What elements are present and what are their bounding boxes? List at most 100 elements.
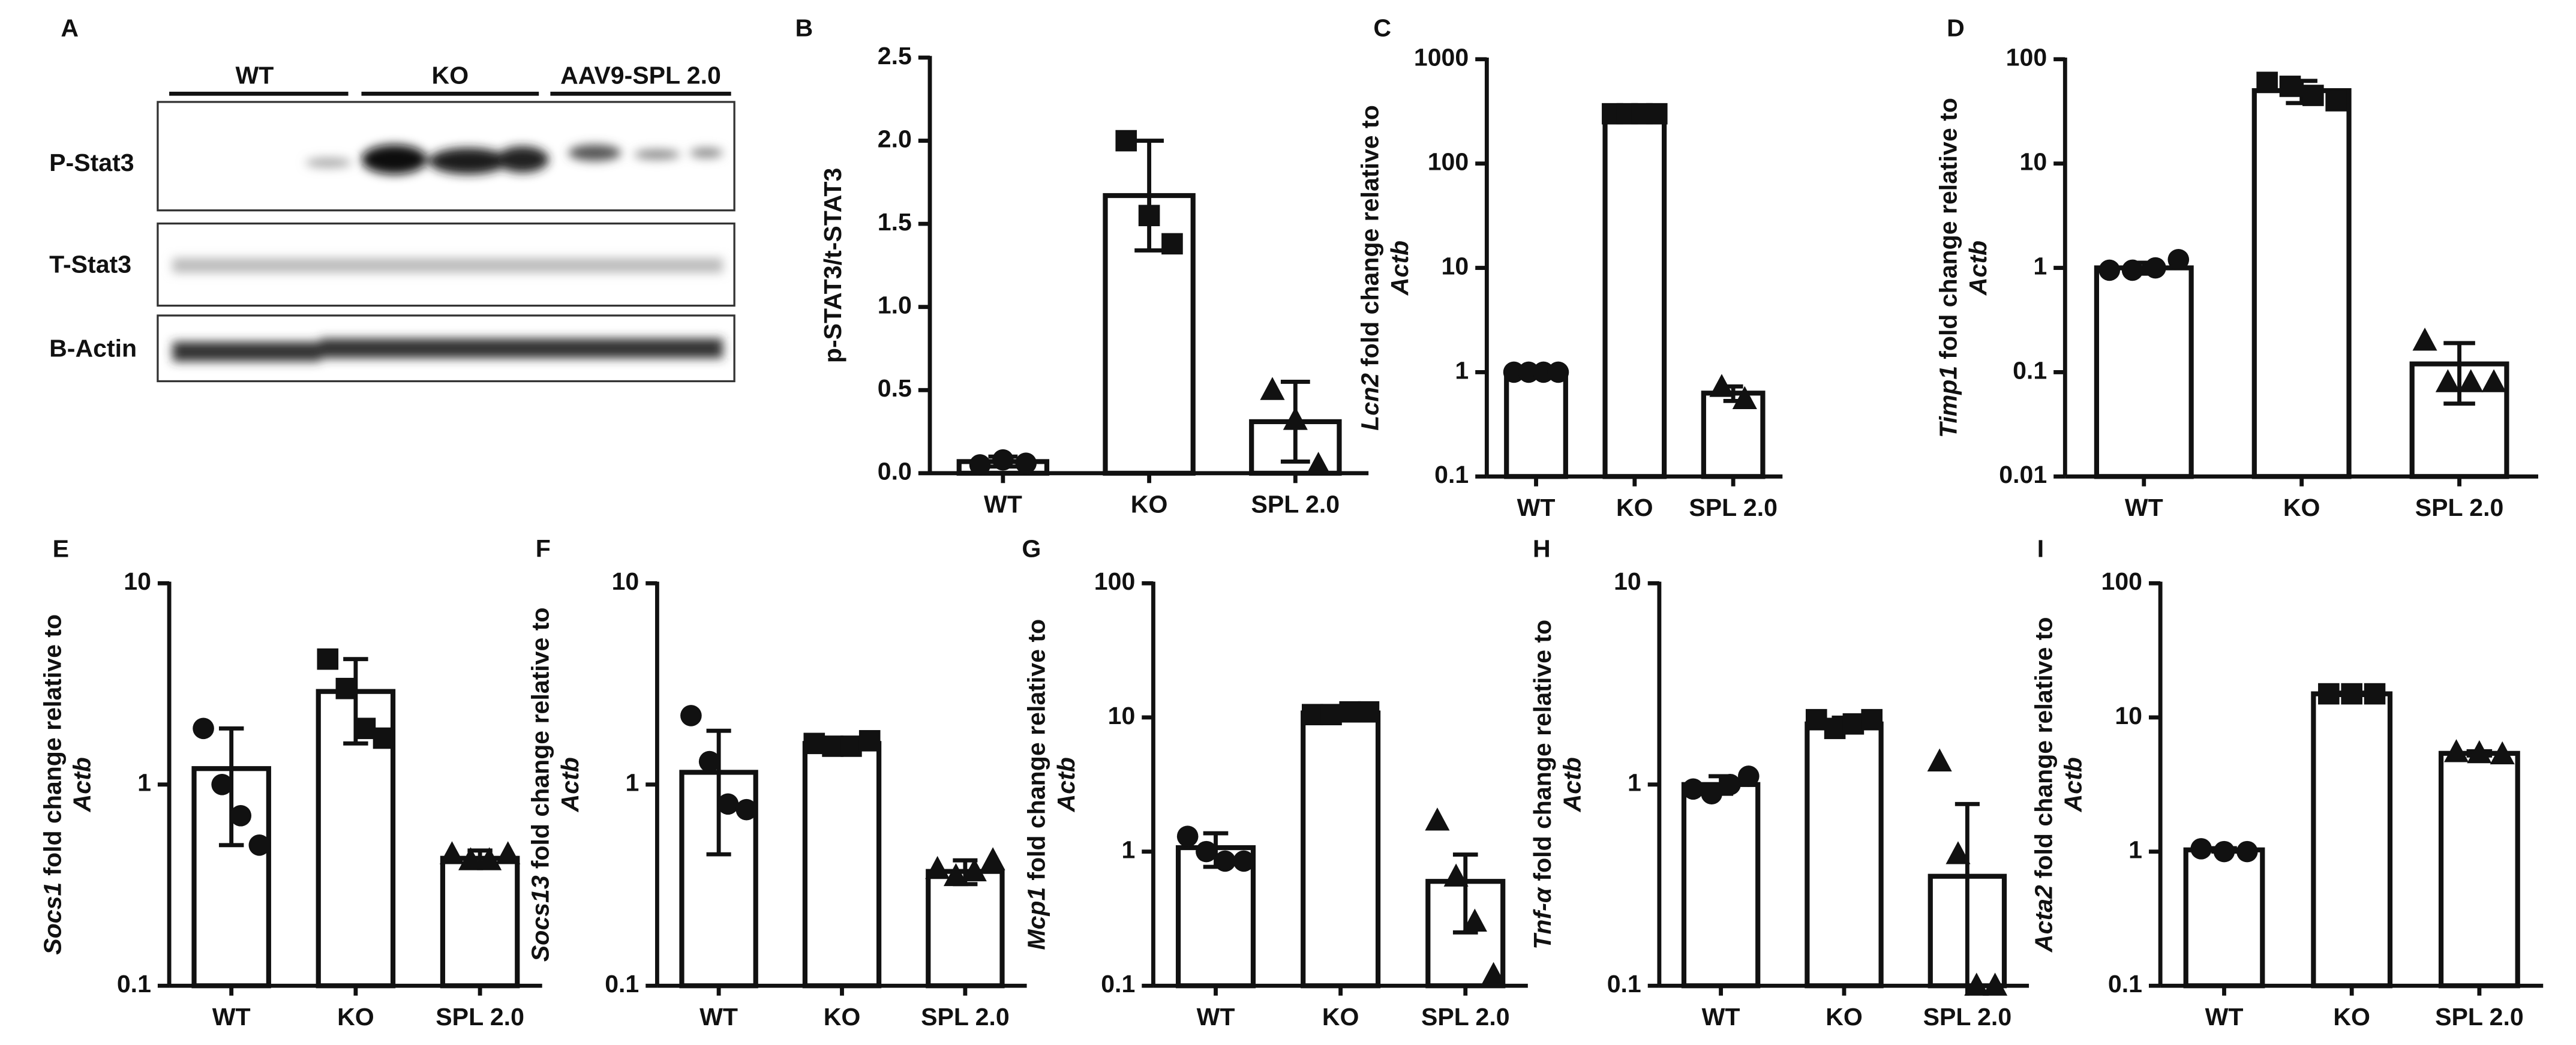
x-tick-label: KO (1322, 1003, 1359, 1031)
point (193, 717, 214, 740)
point (496, 841, 521, 864)
point (1533, 361, 1554, 383)
y-label-text: fold change relative to (1529, 620, 1556, 881)
bar (1504, 370, 1568, 479)
y-tick-label: 1 (2128, 836, 2142, 863)
x-tick-label: WT (1702, 1003, 1740, 1031)
panel-label: E (53, 534, 69, 562)
point (1701, 783, 1722, 804)
row-label: P-Stat3 (49, 149, 134, 176)
point (1015, 452, 1037, 475)
point (680, 705, 702, 726)
group-label: WT (236, 62, 274, 89)
y-label-gene: Mcp1 (1023, 887, 1050, 950)
point (2279, 76, 2301, 97)
y-tick-label: 10 (1614, 567, 1641, 595)
y-axis-label-ref: Actb (68, 757, 96, 812)
y-tick-label: 2.5 (878, 42, 912, 70)
x-tick-label: KO (1616, 494, 1653, 521)
x-tick-label: SPL 2.0 (2415, 494, 2504, 521)
point (2481, 369, 2506, 392)
point (2325, 90, 2347, 112)
group-label: AAV9-SPL 2.0 (560, 62, 721, 89)
point (2318, 683, 2340, 705)
y-tick-label: 0.1 (2013, 356, 2047, 384)
error-bar (1134, 139, 1164, 253)
point (858, 730, 881, 752)
point (2145, 257, 2166, 279)
point (211, 773, 233, 795)
group-label: KO (432, 62, 469, 89)
point (2190, 838, 2212, 860)
chart: E Socs1 fold change relative to Actb 0.1 1 10 W… (38, 534, 542, 1031)
point (962, 858, 987, 882)
panel-label: B (795, 14, 813, 41)
y-axis-label-ref: Actb (1558, 757, 1586, 812)
y-tick-label: 1 (1628, 769, 1641, 797)
y-axis-label: Lcn2 fold change relative to (1356, 105, 1384, 431)
y-tick-label: 1 (1121, 836, 1135, 863)
y-tick-label: 10 (124, 567, 151, 595)
point (248, 834, 271, 856)
point (1719, 773, 1741, 795)
point (1964, 972, 1989, 996)
y-tick-label: 2.0 (878, 125, 912, 152)
point (1646, 103, 1668, 125)
y-tick-label: 1.0 (878, 292, 912, 319)
y-label-text: fold change relative to (1934, 98, 1962, 359)
y-tick-label: 1.5 (878, 208, 912, 236)
y-tick-label: 1 (2033, 252, 2047, 280)
x-tick-label: SPL 2.0 (1251, 490, 1340, 518)
point (1176, 825, 1199, 847)
charts: Bp-STAT3/t-STAT3 0.0 0.5 1.0 1.5 2.0 2.5 WT KO SP… (38, 14, 2544, 1031)
x-tick-label: WT (212, 1003, 251, 1031)
y-tick-label: 0.1 (1607, 970, 1641, 998)
error-bar (2443, 341, 2475, 406)
y-label-text: fold change relative to (1023, 619, 1050, 881)
point (373, 727, 395, 749)
y-axis-label: Socs1 fold change relative to (38, 614, 66, 955)
y-axis-label-ref: Actb (1964, 241, 1992, 296)
y-axis-label: Acta2 fold change relative to (2029, 617, 2057, 953)
y-tick-label: 1 (137, 769, 151, 797)
point (992, 449, 1014, 471)
point (1732, 386, 1757, 410)
y-label-gene: Socs1 (38, 882, 66, 955)
y-label-gene: Acta2 (2029, 885, 2057, 953)
point (1443, 863, 1469, 887)
point (2167, 248, 2190, 271)
chart: H Tnf-α fold change relative to Actb 0.1 1 10 W… (1529, 534, 2029, 1031)
x-tick-label: SPL 2.0 (1421, 1003, 1510, 1031)
y-axis-label: Mcp1 fold change relative to (1023, 619, 1050, 950)
point (2121, 259, 2143, 281)
point (2213, 840, 2235, 863)
row-label: T-Stat3 (49, 251, 131, 278)
point (2256, 71, 2278, 94)
point (1547, 361, 1569, 383)
point (2341, 683, 2362, 705)
point (980, 847, 1005, 870)
point (1842, 713, 1865, 735)
x-tick-label: SPL 2.0 (436, 1003, 524, 1031)
y-tick-label: 10 (1108, 702, 1136, 729)
y-tick-label: 10 (612, 567, 640, 595)
point (803, 732, 825, 755)
point (1518, 361, 1539, 383)
point (2490, 741, 2515, 765)
point (1302, 704, 1323, 726)
point (2302, 85, 2324, 106)
point (2236, 840, 2258, 863)
point (439, 841, 465, 864)
point (1945, 841, 1971, 864)
y-label-gene: Socs13 (527, 875, 554, 962)
point (1115, 130, 1137, 152)
y-tick-label: 0.5 (878, 374, 912, 402)
point (1339, 701, 1361, 723)
y-tick-label: 1 (1455, 356, 1469, 384)
panel-label: F (536, 534, 551, 562)
point (925, 855, 950, 879)
chart: C Lcn2 fold change relative to Actb 0.1 1 10 10… (1356, 14, 1783, 521)
y-tick-label: 0.1 (117, 970, 151, 998)
x-tick-label: KO (1826, 1003, 1863, 1031)
